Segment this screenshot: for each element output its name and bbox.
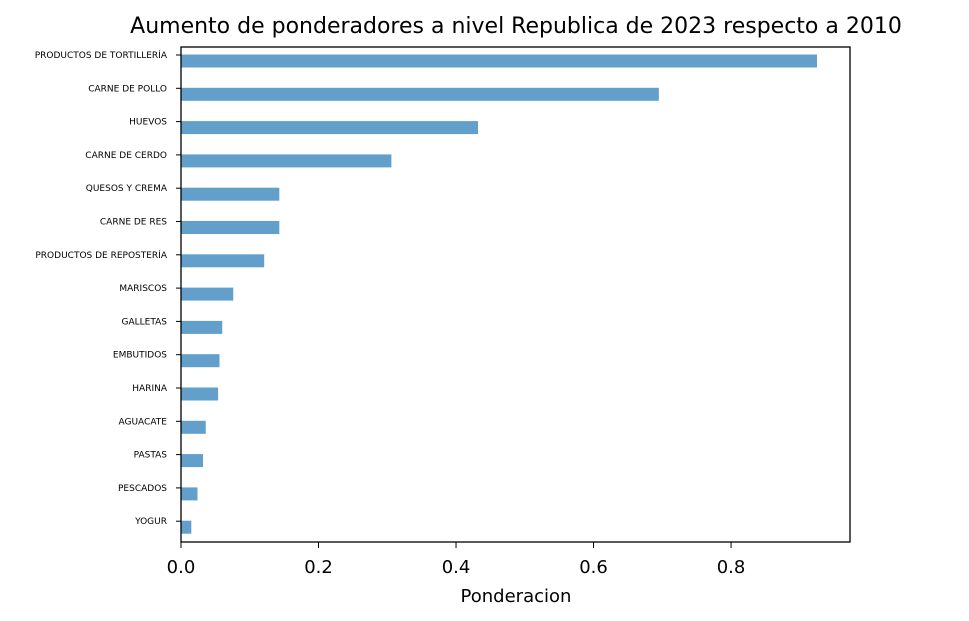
bar-12 [181, 454, 204, 468]
y-tick-label-3: CARNE DE CERDO [85, 151, 167, 161]
x-tick-label-0: 0.0 [167, 557, 196, 578]
y-tick-label-9: EMBUTIDOS [113, 351, 167, 361]
bar-4 [181, 187, 280, 201]
bar-0 [181, 54, 817, 68]
y-tick-label-4: QUESOS Y CREMA [86, 184, 168, 194]
y-axis-ticks: PRODUCTOS DE TORTILLERÍA CARNE DE POLLO HU… [35, 49, 181, 527]
x-axis-label: Ponderacion [461, 586, 572, 607]
bar-11 [181, 420, 206, 434]
y-tick-label-11: AGUACATE [119, 417, 168, 427]
bar-13 [181, 487, 198, 501]
y-tick-label-5: CARNE DE RES [100, 218, 167, 228]
plot-frame [180, 46, 851, 543]
bar-14 [181, 520, 192, 534]
y-tick-label-14: YOGUR [134, 517, 167, 527]
y-tick-label-13: PESCADOS [118, 484, 167, 494]
chart-title: Aumento de ponderadores a nivel Republic… [130, 14, 902, 39]
bar-9 [181, 354, 220, 368]
bar-5 [181, 221, 280, 234]
bar-6 [181, 254, 265, 268]
y-tick-label-1: CARNE DE POLLO [88, 84, 167, 94]
bar-7 [181, 287, 234, 301]
x-tick-label-4: 0.8 [717, 557, 746, 578]
y-tick-label-6: PRODUCTOS DE REPOSTERÍA [35, 249, 167, 261]
x-tick-label-2: 0.4 [442, 557, 471, 578]
bar-1 [181, 87, 659, 101]
y-tick-label-7: MARISCOS [119, 284, 167, 294]
bar-3 [181, 154, 392, 168]
bar-2 [181, 121, 479, 135]
y-tick-label-2: HUEVOS [129, 118, 167, 128]
bar-8 [181, 320, 223, 334]
bars-group [181, 54, 817, 534]
y-tick-label-0: PRODUCTOS DE TORTILLERÍA [35, 49, 168, 61]
y-tick-label-12: PASTAS [134, 451, 168, 461]
x-tick-label-3: 0.6 [579, 557, 608, 578]
bar-10 [181, 387, 219, 401]
x-tick-label-1: 0.2 [304, 557, 333, 578]
y-tick-label-8: GALLETAS [121, 317, 167, 327]
y-tick-label-10: HARINA [132, 384, 168, 394]
x-axis-ticks: 0.0 0.2 0.4 0.6 0.8 [167, 542, 746, 578]
